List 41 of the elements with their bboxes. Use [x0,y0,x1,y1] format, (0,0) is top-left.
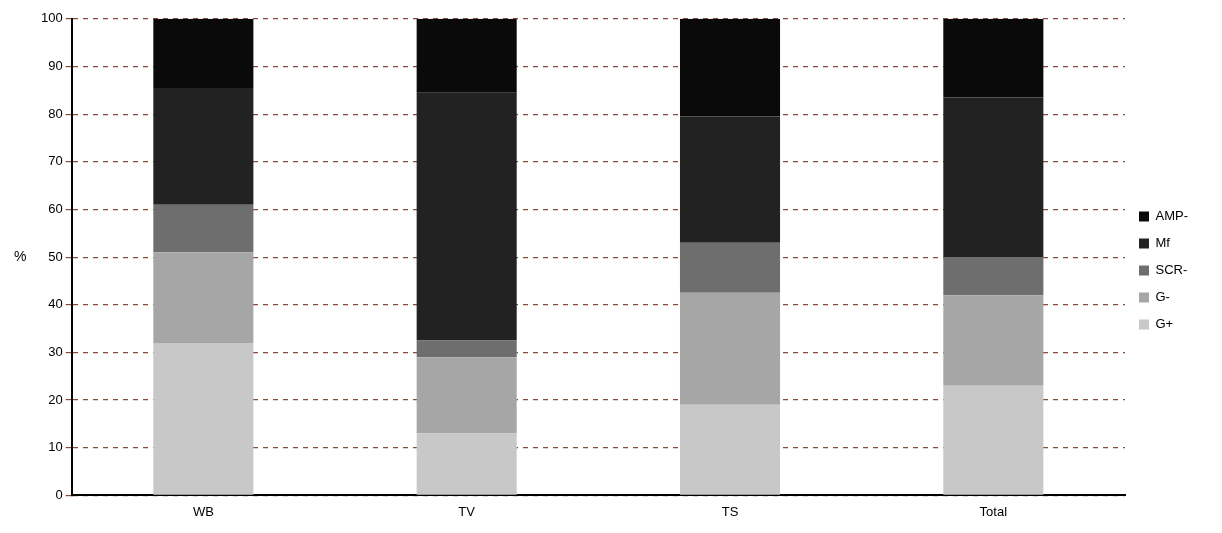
legend-label: G+ [1155,316,1174,332]
bar [943,295,1044,386]
y-tick-label: 90 [48,58,63,74]
y-tick-label: 30 [48,344,63,359]
bar [416,433,517,495]
bar [679,404,781,495]
bar [943,18,1044,98]
bar [416,18,517,93]
x-tick-label: TV [458,503,476,519]
y-tick-label: 20 [48,391,63,407]
bar [943,97,1044,258]
bar [153,18,254,88]
y-tick-label: 60 [48,201,63,217]
bar [679,116,781,243]
bar [416,92,517,341]
bar [153,252,254,343]
legend-label: G- [1155,289,1170,305]
bar [943,385,1044,495]
y-tick-label: 70 [48,153,63,169]
y-axis-title: % [14,247,27,264]
bar [416,340,517,358]
y-tick-label: 100 [40,10,63,26]
legend-label: SCR- [1155,262,1188,278]
bar [679,242,781,293]
y-tick-label: 10 [48,439,63,455]
legend-label: Mf [1155,235,1171,251]
bar [153,204,254,253]
x-tick-label: Total [979,503,1008,519]
y-tick-label: 40 [48,296,63,312]
bar [679,18,781,117]
x-tick-label: WB [192,503,214,519]
bar [153,87,254,205]
bar [153,342,254,495]
y-tick-label: 80 [48,105,63,121]
y-tick-label: 0 [55,486,63,502]
bar [679,292,781,405]
legend-label: AMP- [1155,208,1188,224]
bar [943,257,1044,296]
bar [416,357,517,434]
x-tick-label: TS [721,503,739,519]
y-tick-label: 50 [48,248,63,264]
